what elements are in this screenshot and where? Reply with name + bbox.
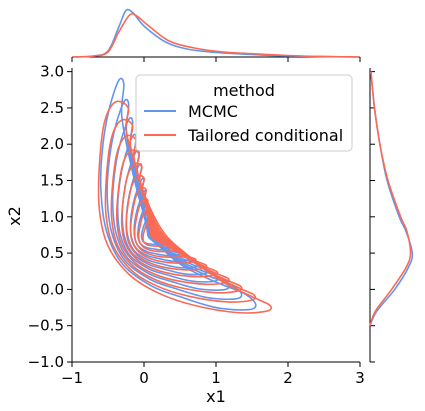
contour-level [99,77,257,311]
legend-label-mcmc: MCMC [188,102,238,121]
legend-label-tailored: Tailored conditional [187,126,343,145]
y-tick-label: 0.0 [40,280,64,298]
y-tick-label: 1.0 [40,208,64,226]
top-marginal-curve-mcmc [71,8,361,58]
y-tick-label: 3.0 [40,63,64,81]
x-tick-label: 2 [283,369,293,387]
x-tick-label: −1 [61,369,83,387]
y-tick-label: 2.5 [40,99,64,117]
legend-title: method [213,81,275,100]
y-tick-label: −0.5 [28,317,64,335]
y-tick-label: 1.5 [40,172,64,190]
legend: method MCMC Tailored conditional [135,74,353,152]
y-tick-label: 0.5 [40,244,64,262]
x-tick-label: 0 [139,369,149,387]
contour-group-mcmc [99,77,257,311]
y-tick-label: 2.0 [40,135,64,153]
right-marginal-curve-tailored [369,71,412,326]
x-tick-label: 1 [211,369,221,387]
x-axis-label: x1 [206,387,226,406]
y-axis-label: x2 [5,206,24,226]
right-marginal-curve-mcmc [369,71,414,327]
top-marginal-curve-tailored [71,12,361,58]
main-plot-area: −1 0 1 2 3 −1.0 −0.5 0.0 0.5 1.0 1.5 2.0 2.5 3.0 [28,57,365,387]
y-tick-label: −1.0 [28,353,64,371]
x-tick-label: 3 [355,369,365,387]
contour-level [106,98,243,301]
contour-level [111,116,231,291]
legend-frame [135,74,353,152]
contour-level [142,220,167,247]
right-marginal-plot [369,68,414,363]
top-marginal-plot [71,8,361,58]
contour-group-tailored [97,100,273,314]
